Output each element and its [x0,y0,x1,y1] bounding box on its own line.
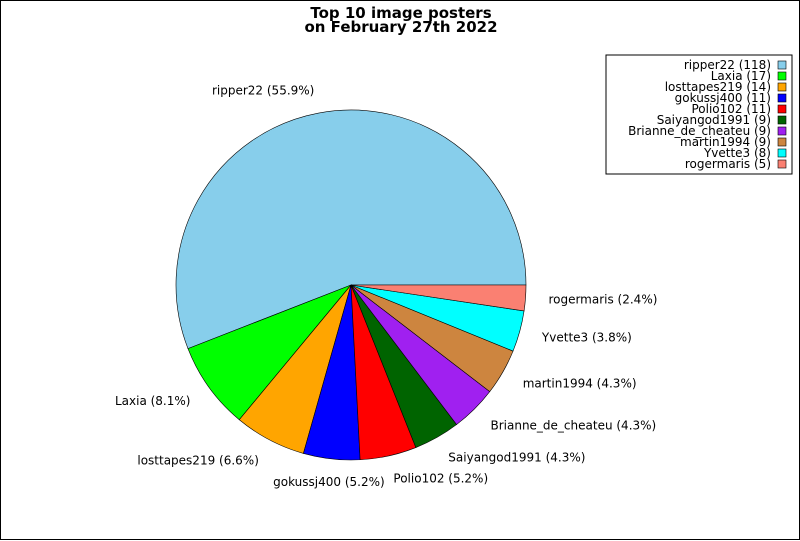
legend-label-ripper22: ripper22 (118) [684,58,771,72]
legend-swatch-rogermaris [777,159,787,169]
slice-label-ripper22: ripper22 (55.9%) [212,83,314,97]
legend-label-rogermaris: rogermaris (5) [685,157,771,171]
legend-swatch-Yvette3 [777,148,787,158]
slice-label-gokussj400: gokussj400 (5.2%) [273,475,385,489]
legend-label-martin1994: martin1994 (9) [680,135,771,149]
legend-swatch-Brianne_de_cheateu [777,126,787,136]
slice-label-Brianne_de_cheateu: Brianne_de_cheateu (4.3%) [490,419,656,433]
legend-swatch-gokussj400 [777,93,787,103]
slice-label-Polio102: Polio102 (5.2%) [393,471,488,485]
legend-swatch-ripper22 [777,60,787,70]
legend-label-Laxia: Laxia (17) [711,69,771,83]
legend-swatch-Laxia [777,71,787,81]
pie-slice-ripper22 [175,109,527,350]
legend-box [605,54,793,175]
slice-label-losttapes219: losttapes219 (6.6%) [137,453,259,467]
legend-swatch-Polio102 [777,104,787,114]
pie-slices [175,109,527,461]
legend-swatch-losttapes219 [777,82,787,92]
pie-slice-Laxia [187,284,352,421]
legend-swatch-martin1994 [777,137,787,147]
legend-label-gokussj400: gokussj400 (11) [675,91,771,105]
slice-label-martin1994: martin1994 (4.3%) [523,377,637,391]
legend-label-Polio102: Polio102 (11) [691,102,771,116]
legend-swatch-Saiyangod1991 [777,115,787,125]
pie-labels: ripper22 (55.9%) Laxia (8.1%) losttapes219… [115,83,657,488]
pie-slice-rogermaris [350,284,527,312]
slice-label-Saiyangod1991: Saiyangod1991 (4.3%) [448,450,585,464]
chart-legend: ripper22 (118)Laxia (17)losttapes219 (14… [605,54,793,175]
chart-title-line-2: on February 27th 2022 [304,18,497,36]
legend-label-Saiyangod1991: Saiyangod1991 (9) [657,113,771,127]
chart-title-line-1: Top 10 image posters [310,4,491,22]
legend-label-Brianne_de_cheateu: Brianne_de_cheateu (9) [628,124,771,138]
legend-label-Yvette3: Yvette3 (8) [703,146,771,160]
legend-label-losttapes219: losttapes219 (14) [665,80,771,94]
slice-label-rogermaris: rogermaris (2.4%) [548,293,657,307]
slice-label-Laxia: Laxia (8.1%) [115,394,191,408]
slice-label-Yvette3: Yvette3 (3.8%) [541,330,632,344]
